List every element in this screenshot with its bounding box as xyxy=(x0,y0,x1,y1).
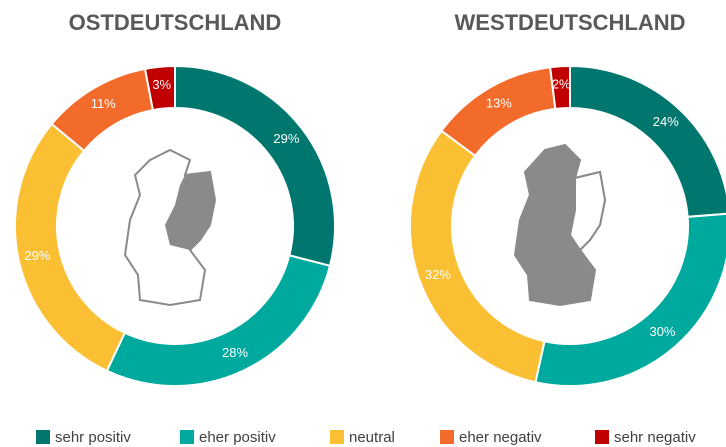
legend-label: eher negativ xyxy=(459,429,542,446)
legend: sehr positiv eher positiv neutral eher nega… xyxy=(36,429,696,446)
donut-segment xyxy=(569,64,726,218)
donut-segment xyxy=(143,64,176,112)
value-label: 29% xyxy=(24,248,50,263)
value-label: 32% xyxy=(425,267,451,282)
legend-label: eher positiv xyxy=(199,429,276,446)
legend-swatch xyxy=(36,430,50,444)
legend-label: sehr negativ xyxy=(614,429,696,446)
value-label: 24% xyxy=(653,114,679,129)
legend-swatch xyxy=(330,430,344,444)
value-label: 30% xyxy=(649,324,675,339)
donut-segment xyxy=(440,66,557,158)
donut: OSTDEUTSCHLAND 29% 28% 29% 11% 3% xyxy=(14,10,336,387)
value-label: 11% xyxy=(91,96,116,111)
chart-title: WESTDEUTSCHLAND xyxy=(455,10,686,35)
legend-swatch xyxy=(595,430,609,444)
value-label: 13% xyxy=(486,96,512,111)
donut-segment xyxy=(409,129,546,384)
donut-segment xyxy=(549,64,571,111)
value-label: 29% xyxy=(273,131,299,146)
donut: WESTDEUTSCHLAND 24% 30% 32% 13% 2% xyxy=(409,10,726,387)
legend-label: neutral xyxy=(349,429,395,446)
chart-title: OSTDEUTSCHLAND xyxy=(69,10,282,35)
value-label: 28% xyxy=(222,345,248,360)
legend-swatch xyxy=(180,430,194,444)
map-west xyxy=(513,143,607,307)
map-east xyxy=(123,148,217,307)
legend-swatch xyxy=(440,430,454,444)
value-label: 3% xyxy=(152,77,171,92)
legend-label: sehr positiv xyxy=(55,429,131,446)
value-label: 2% xyxy=(552,77,571,92)
